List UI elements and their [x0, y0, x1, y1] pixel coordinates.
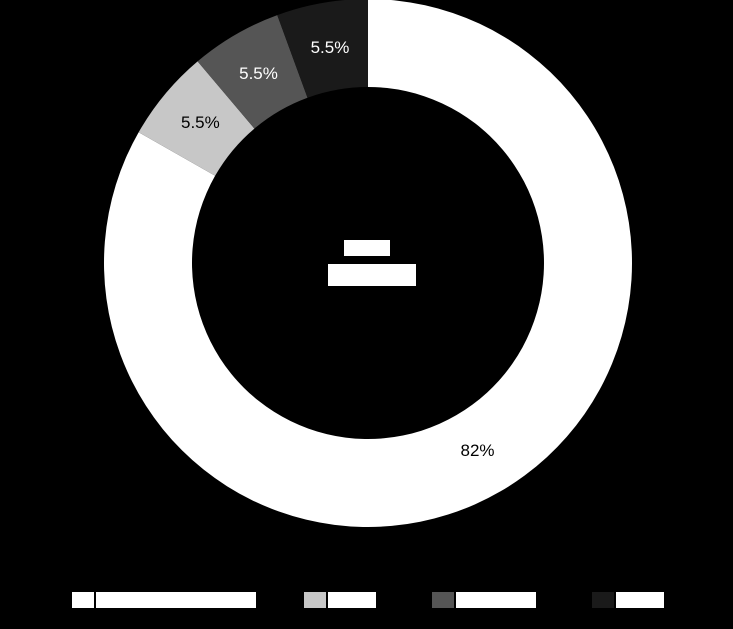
slice-label-2: 5.5%	[181, 113, 220, 132]
legend-label-3	[456, 592, 536, 608]
legend-swatch-1	[72, 592, 94, 608]
donut-slice-4	[277, 0, 368, 98]
center-label-bottom	[328, 264, 416, 286]
legend-label-4	[616, 592, 664, 608]
legend	[0, 590, 733, 612]
legend-swatch-4	[592, 592, 614, 608]
legend-label-2	[328, 592, 376, 608]
donut-slice-3	[197, 15, 308, 129]
slice-label-4: 5.5%	[311, 38, 350, 57]
donut-slice-1	[104, 0, 632, 527]
donut-slice-2	[138, 61, 255, 176]
slice-label-1: 82%	[460, 441, 494, 460]
legend-label-1	[96, 592, 256, 608]
slice-label-3: 5.5%	[239, 64, 278, 83]
legend-swatch-2	[304, 592, 326, 608]
legend-swatch-3	[432, 592, 454, 608]
center-label-top	[344, 240, 390, 256]
center-label	[326, 238, 418, 290]
